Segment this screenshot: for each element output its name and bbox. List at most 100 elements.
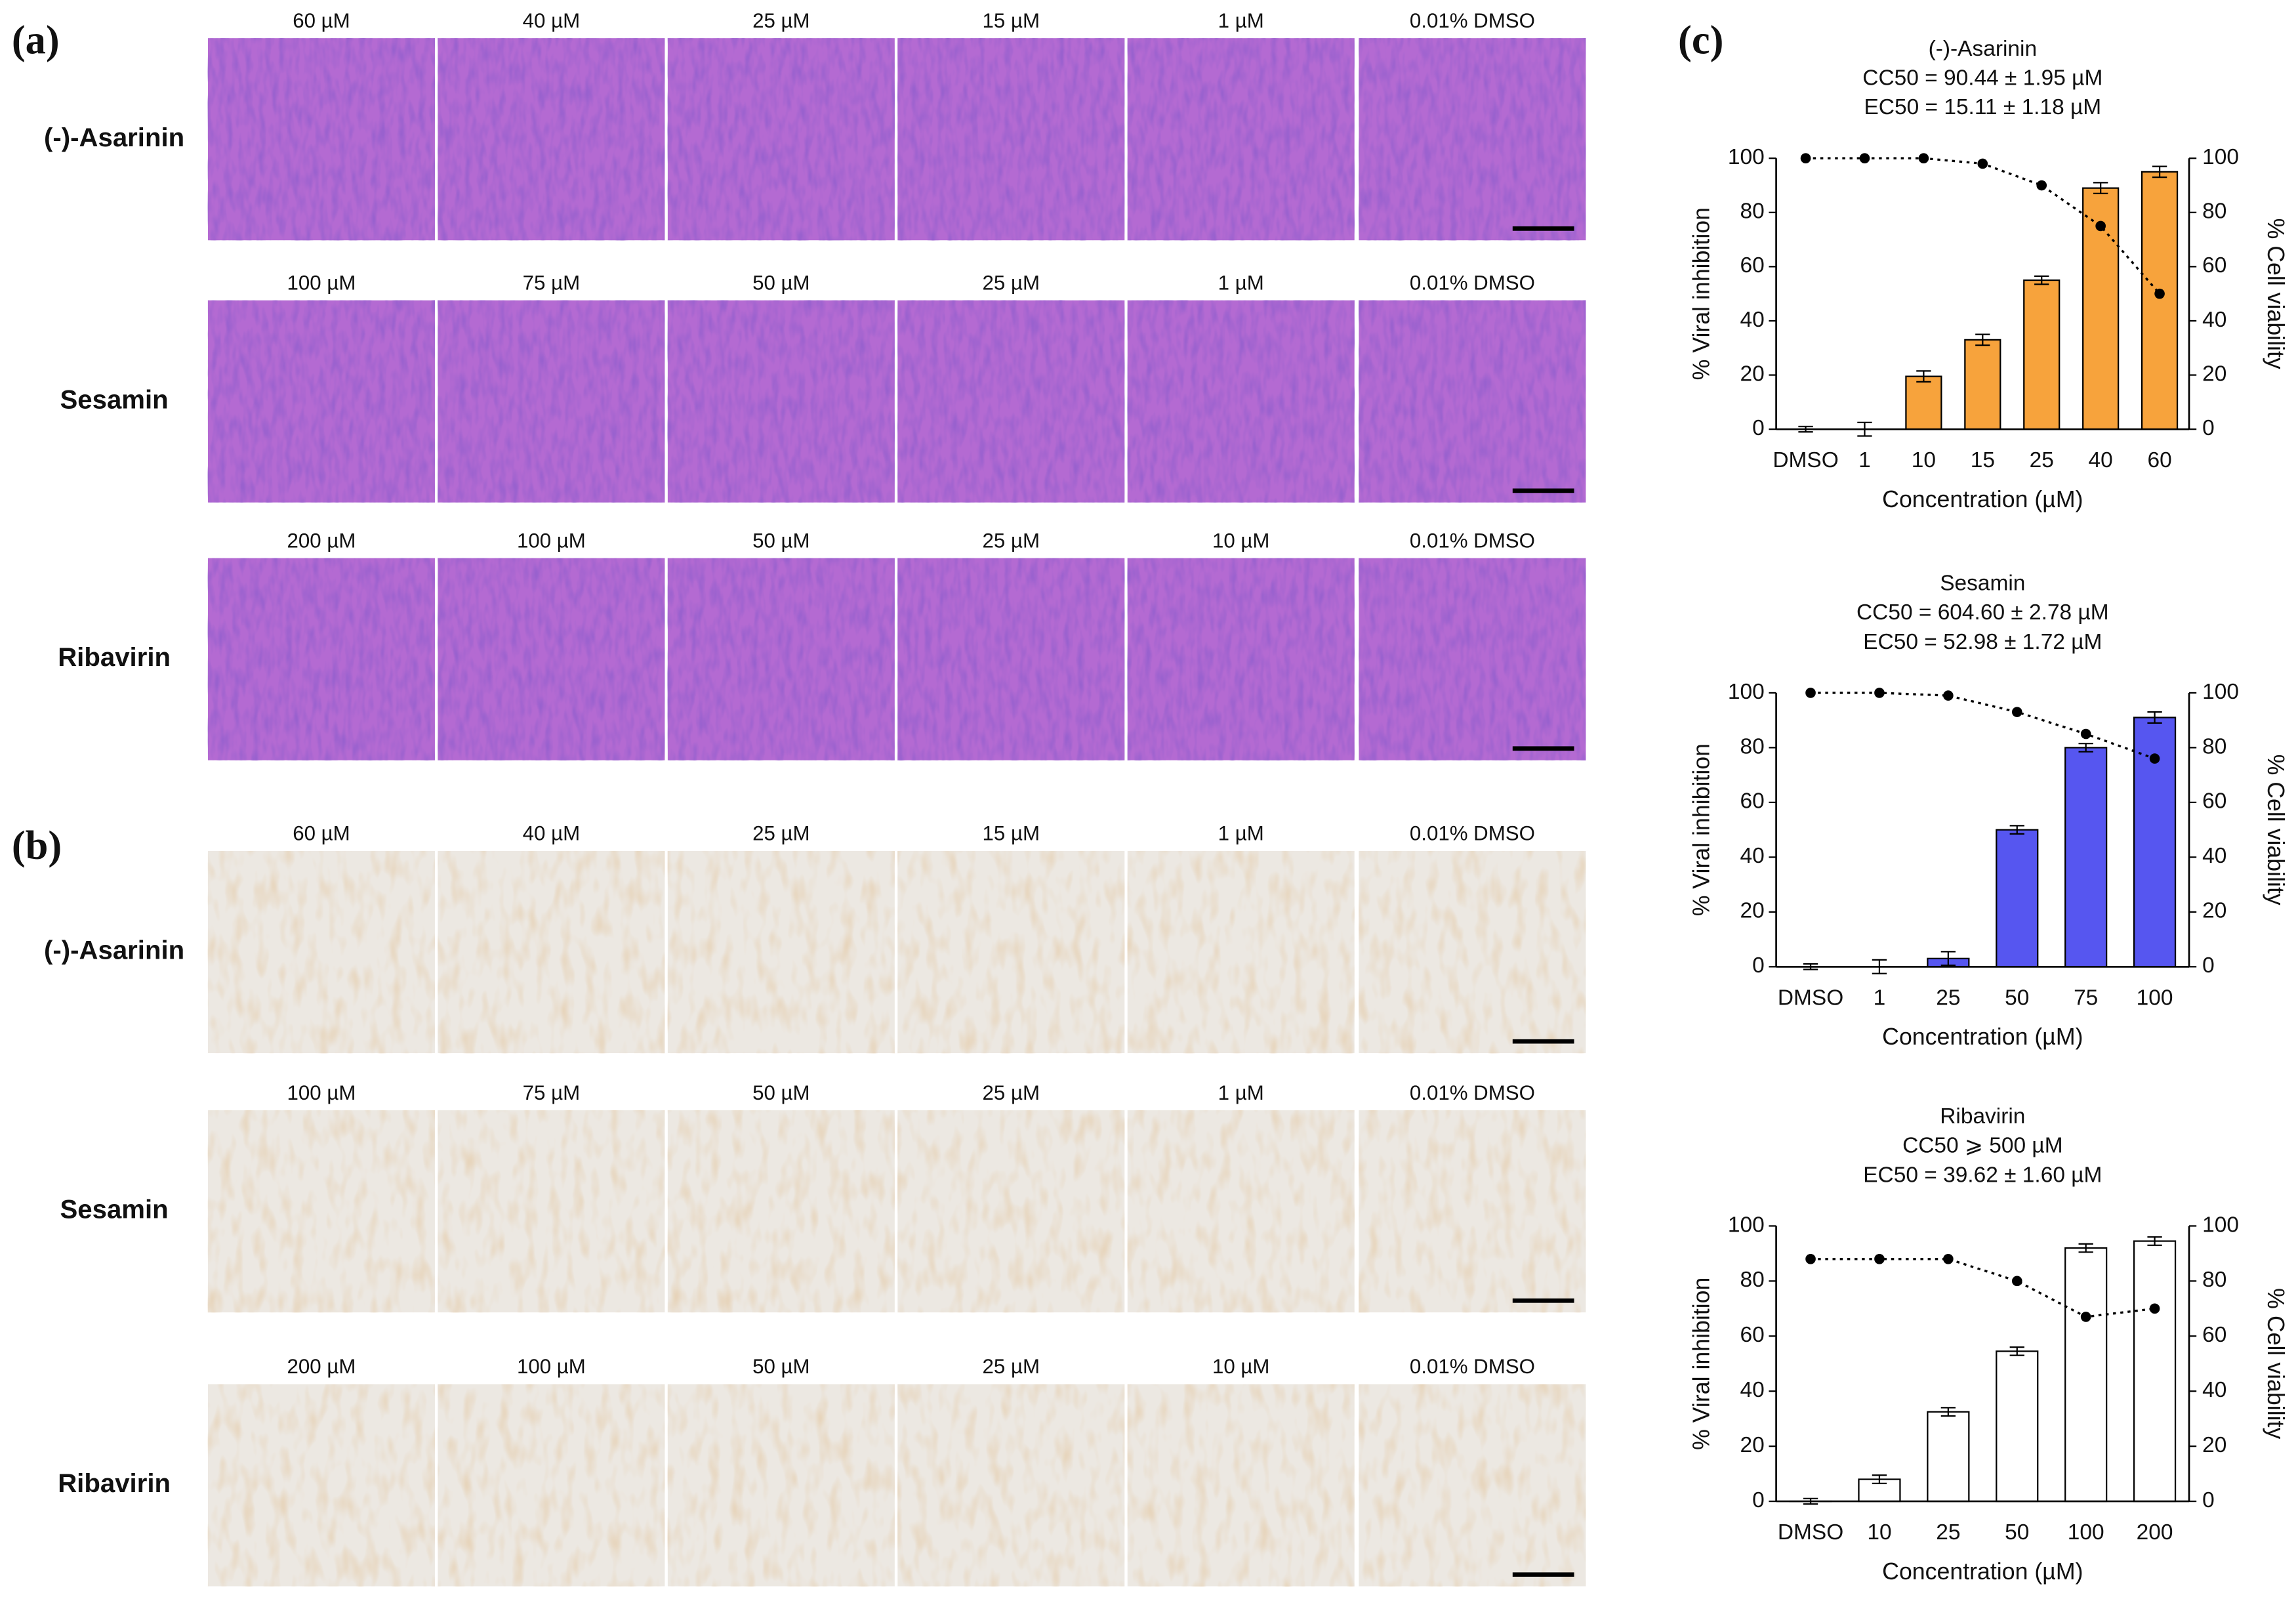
condition-label: 60 µM — [293, 9, 350, 32]
condition-label: 0.01% DMSO — [1410, 1081, 1535, 1104]
micrograph-texture — [207, 1110, 435, 1313]
micrograph-texture — [207, 558, 435, 760]
condition-label: 100 µM — [287, 1081, 356, 1104]
condition-label: 0.01% DMSO — [1410, 271, 1535, 294]
micrograph-texture — [1359, 851, 1586, 1054]
x-tick-label: 1 — [1874, 986, 1886, 1010]
condition-label: 60 µM — [293, 822, 350, 845]
micrograph-texture — [207, 851, 435, 1054]
condition-label: 200 µM — [287, 529, 356, 552]
viability-point — [2154, 288, 2165, 299]
bar — [2133, 1240, 2177, 1503]
condition-label: 25 µM — [983, 1081, 1040, 1104]
bar — [1905, 375, 1942, 430]
x-tick-label: 25 — [1936, 986, 1960, 1010]
condition-label: 100 µM — [517, 1355, 586, 1378]
micrograph-texture — [438, 38, 665, 241]
y2-tick-label: 80 — [2202, 1268, 2226, 1292]
condition-label: 0.01% DMSO — [1410, 822, 1535, 845]
condition-label: 25 µM — [752, 822, 810, 845]
y-tick-label: 80 — [1740, 199, 1764, 224]
y2-axis-label: % Cell viability — [2263, 1288, 2289, 1439]
chart-subtitle: EC50 = 15.11 ± 1.18 µM — [1864, 95, 2101, 119]
condition-label: 50 µM — [752, 1081, 810, 1104]
micrograph-texture — [1359, 38, 1586, 241]
y-tick-label: 40 — [1740, 308, 1764, 332]
y2-tick-label: 100 — [2202, 680, 2239, 704]
row-name: Ribavirin — [58, 1468, 171, 1498]
micrograph-texture — [438, 558, 665, 760]
y-axis-label: % Viral inhibition — [1688, 207, 1714, 380]
y-tick-label: 80 — [1740, 734, 1764, 759]
micrograph-texture — [438, 1110, 665, 1313]
y-tick-label: 60 — [1740, 253, 1764, 278]
row-name: Ribavirin — [58, 642, 171, 672]
panel-label: (b) — [12, 822, 62, 868]
viability-point — [1805, 688, 1816, 698]
y-tick-label: 60 — [1740, 1323, 1764, 1347]
fit-line — [1811, 692, 2156, 760]
condition-label: 100 µM — [517, 529, 586, 552]
viability-point — [2036, 180, 2047, 191]
y2-axis-label: % Cell viability — [2263, 218, 2289, 369]
micrograph-texture — [1127, 1110, 1355, 1313]
y2-tick-label: 80 — [2202, 199, 2226, 224]
viability-point — [1943, 1253, 1954, 1264]
micrograph-texture — [1359, 558, 1586, 760]
y-axis-label: % Viral inhibition — [1688, 743, 1714, 916]
chart-subtitle: CC50 ⩾ 500 µM — [1902, 1134, 2063, 1158]
condition-label: 15 µM — [983, 9, 1040, 32]
error-bar — [2147, 711, 2162, 724]
error-bar — [1975, 333, 1990, 346]
viability-point — [1874, 1253, 1885, 1264]
condition-label: 50 µM — [752, 271, 810, 294]
micrograph-texture — [667, 558, 895, 760]
chart-subtitle: CC50 = 90.44 ± 1.95 µM — [1862, 66, 2102, 91]
micrograph-texture — [897, 1384, 1125, 1587]
micrograph-texture — [897, 1110, 1125, 1313]
error-bar — [2009, 1346, 2024, 1356]
viability-point — [2011, 707, 2022, 717]
chart-subtitle: CC50 = 604.60 ± 2.78 µM — [1856, 600, 2109, 625]
viability-point — [2149, 1303, 2160, 1314]
y2-tick-label: 40 — [2202, 1378, 2226, 1402]
condition-label: 1 µM — [1218, 1081, 1264, 1104]
y2-tick-label: 60 — [2202, 1323, 2226, 1347]
condition-label: 1 µM — [1218, 822, 1264, 845]
chart-title: Ribavirin — [1940, 1104, 2025, 1129]
x-tick-label: 200 — [2137, 1520, 2173, 1545]
micrograph-texture — [207, 300, 435, 503]
micrograph-texture — [207, 38, 435, 241]
row-name: (-)-Asarinin — [44, 936, 184, 965]
error-bar — [2034, 275, 2049, 285]
y-tick-label: 0 — [1752, 1488, 1765, 1512]
condition-label: 100 µM — [287, 271, 356, 294]
micrograph-texture — [1359, 300, 1586, 503]
micrograph-texture — [667, 38, 895, 241]
condition-label: 75 µM — [523, 271, 580, 294]
error-bar — [2147, 1236, 2162, 1246]
x-axis-label: Concentration (µM) — [1882, 1024, 2083, 1050]
y-tick-label: 40 — [1740, 844, 1764, 868]
error-bar — [1940, 1407, 1956, 1417]
error-bar — [2078, 743, 2093, 753]
panel-label: (c) — [1678, 16, 1723, 62]
viability-point — [1943, 690, 1954, 701]
condition-label: 200 µM — [287, 1355, 356, 1378]
row-name: Sesamin — [60, 385, 169, 414]
viability-point — [2095, 220, 2106, 232]
x-axis-label: Concentration (µM) — [1882, 486, 2083, 512]
bar — [2064, 1247, 2108, 1503]
y2-tick-label: 20 — [2202, 899, 2226, 923]
y-tick-label: 0 — [1752, 416, 1765, 440]
y-tick-label: 60 — [1740, 789, 1764, 814]
condition-label: 15 µM — [983, 822, 1040, 845]
y2-tick-label: 80 — [2202, 734, 2226, 759]
chart-title: Sesamin — [1940, 572, 2025, 596]
panel-label: (a) — [12, 16, 60, 62]
y-tick-label: 40 — [1740, 1378, 1764, 1402]
condition-label: 10 µM — [1212, 529, 1269, 552]
y2-tick-label: 40 — [2202, 308, 2226, 332]
micrograph-texture — [897, 300, 1125, 503]
viability-point — [2080, 728, 2091, 739]
